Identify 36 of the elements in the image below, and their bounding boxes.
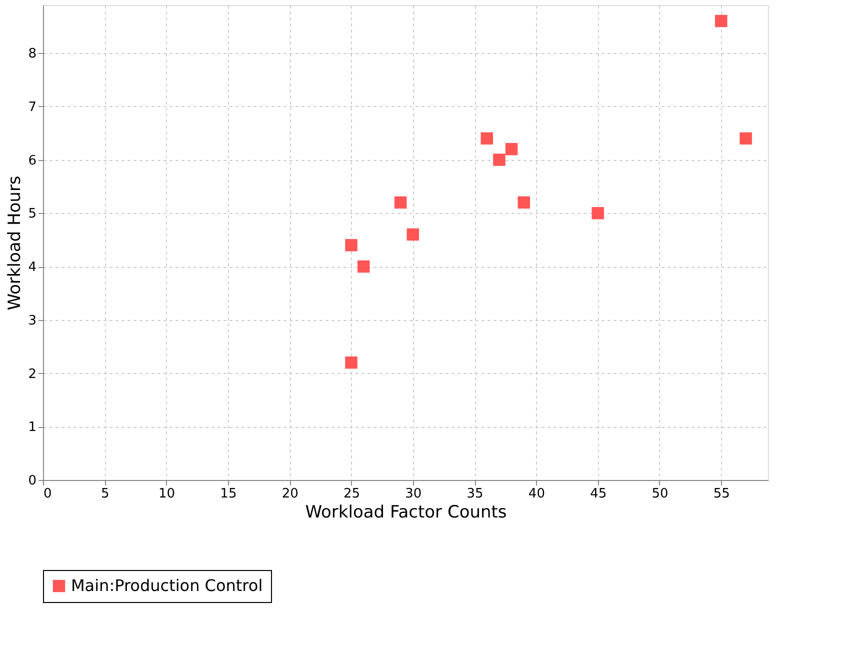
x-tick-label: 5 (101, 486, 110, 502)
point (345, 356, 358, 369)
x-tick-label: 35 (466, 486, 484, 502)
y-tick-label: 8 (28, 46, 36, 62)
x-axis-title: Workload Factor Counts (305, 502, 507, 522)
y-tick-label: 6 (28, 153, 36, 168)
y-tick-label: 0 (28, 474, 36, 488)
point (406, 228, 420, 241)
point (740, 132, 752, 145)
point (345, 239, 358, 252)
point (715, 14, 728, 28)
legend-label: Main:Production Control (71, 576, 263, 595)
x-tick-label: 15 (220, 486, 237, 502)
x-tick-label: 55 (713, 486, 730, 502)
y-tick-label: 5 (28, 206, 36, 222)
point (480, 132, 493, 145)
x-tick-label: 20 (282, 486, 298, 502)
y-axis-title: Workload Hours (5, 176, 26, 310)
y-tick-label: 2 (28, 366, 36, 382)
x-tick-label: 30 (405, 486, 422, 502)
y-tick-label: 1 (28, 420, 36, 436)
x-tick-label: 25 (343, 486, 360, 502)
x-tick-label: 45 (590, 486, 607, 502)
x-tick-label: 40 (528, 486, 545, 502)
y-tick-label: 4 (28, 260, 36, 276)
point (493, 154, 506, 166)
x-tick-label: 10 (158, 486, 176, 502)
y-tick-label: 7 (28, 100, 36, 115)
point (357, 260, 370, 273)
x-tick-label: 50 (652, 486, 668, 502)
y-tick-label: 3 (28, 313, 36, 328)
point (505, 142, 518, 156)
point (518, 196, 530, 209)
x-tick-label: 0 (44, 486, 52, 502)
point (394, 196, 407, 209)
point (592, 207, 604, 220)
